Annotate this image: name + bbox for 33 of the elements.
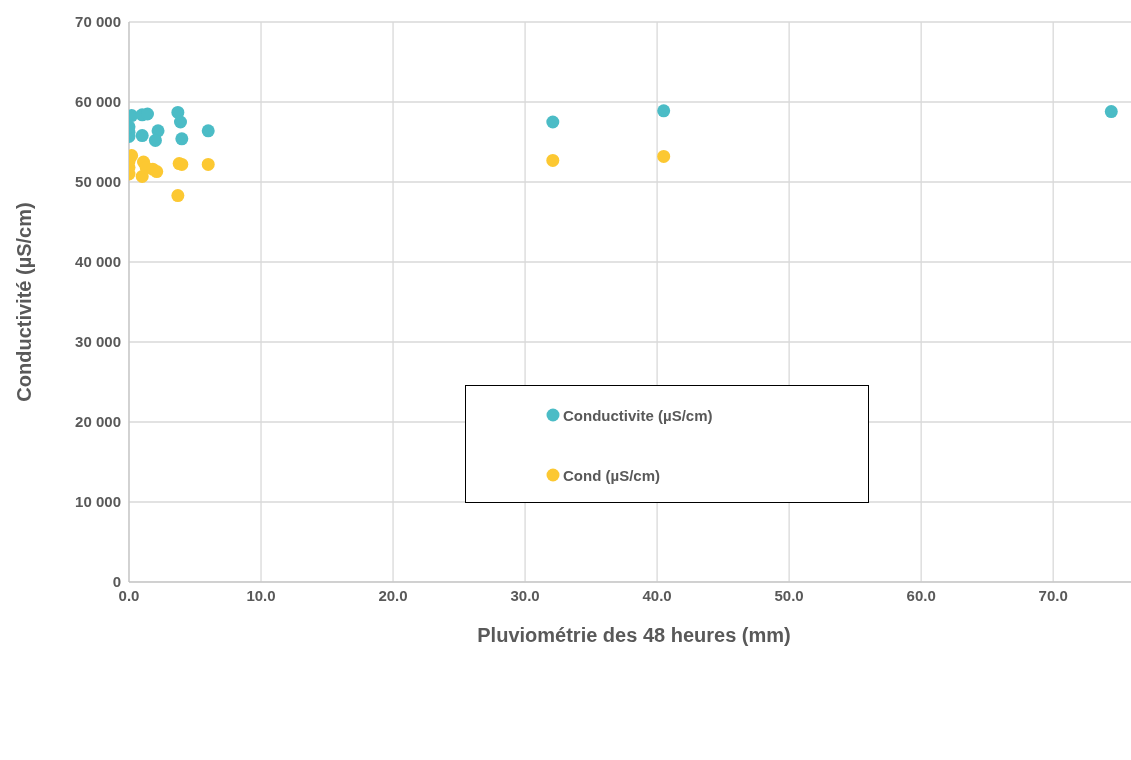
y-tick-label: 40 000 (75, 253, 121, 271)
point (148, 133, 162, 147)
legend-label: Conductivite (µS/cm) (563, 406, 713, 424)
x-tick-label: 40.0 (642, 586, 672, 604)
y-tick-label: 70 000 (75, 13, 121, 31)
point (546, 115, 560, 129)
x-tick-label: 20.0 (378, 586, 408, 604)
point (171, 189, 185, 203)
x-tick-label: 0.0 (118, 586, 140, 604)
point (173, 115, 187, 129)
y-tick-label: 60 000 (75, 93, 121, 111)
point (657, 149, 671, 163)
x-tick-label: 70.0 (1038, 586, 1068, 604)
x-tick-label: 60.0 (906, 586, 936, 604)
point (135, 129, 149, 143)
x-tick-label: 10.0 (246, 586, 276, 604)
legend-label: Cond (µS/cm) (563, 466, 660, 484)
y-tick-label: 20 000 (75, 413, 121, 431)
y-tick-label: 10 000 (75, 493, 121, 511)
y-tick-label: 50 000 (75, 173, 121, 191)
x-axis-title: Pluviométrie des 48 heures (mm) (477, 624, 791, 646)
y-tick-label: 30 000 (75, 333, 121, 351)
point (546, 153, 560, 167)
y-tick-label: 0 (112, 573, 121, 591)
y-axis-title: Conductivité (µS/cm) (13, 202, 36, 402)
x-tick-label: 30.0 (510, 586, 540, 604)
x-tick-label: 50.0 (774, 586, 804, 604)
point (1104, 105, 1118, 119)
point (657, 104, 671, 118)
point (175, 132, 189, 146)
point (201, 124, 215, 138)
point (201, 157, 215, 171)
point (150, 165, 164, 179)
